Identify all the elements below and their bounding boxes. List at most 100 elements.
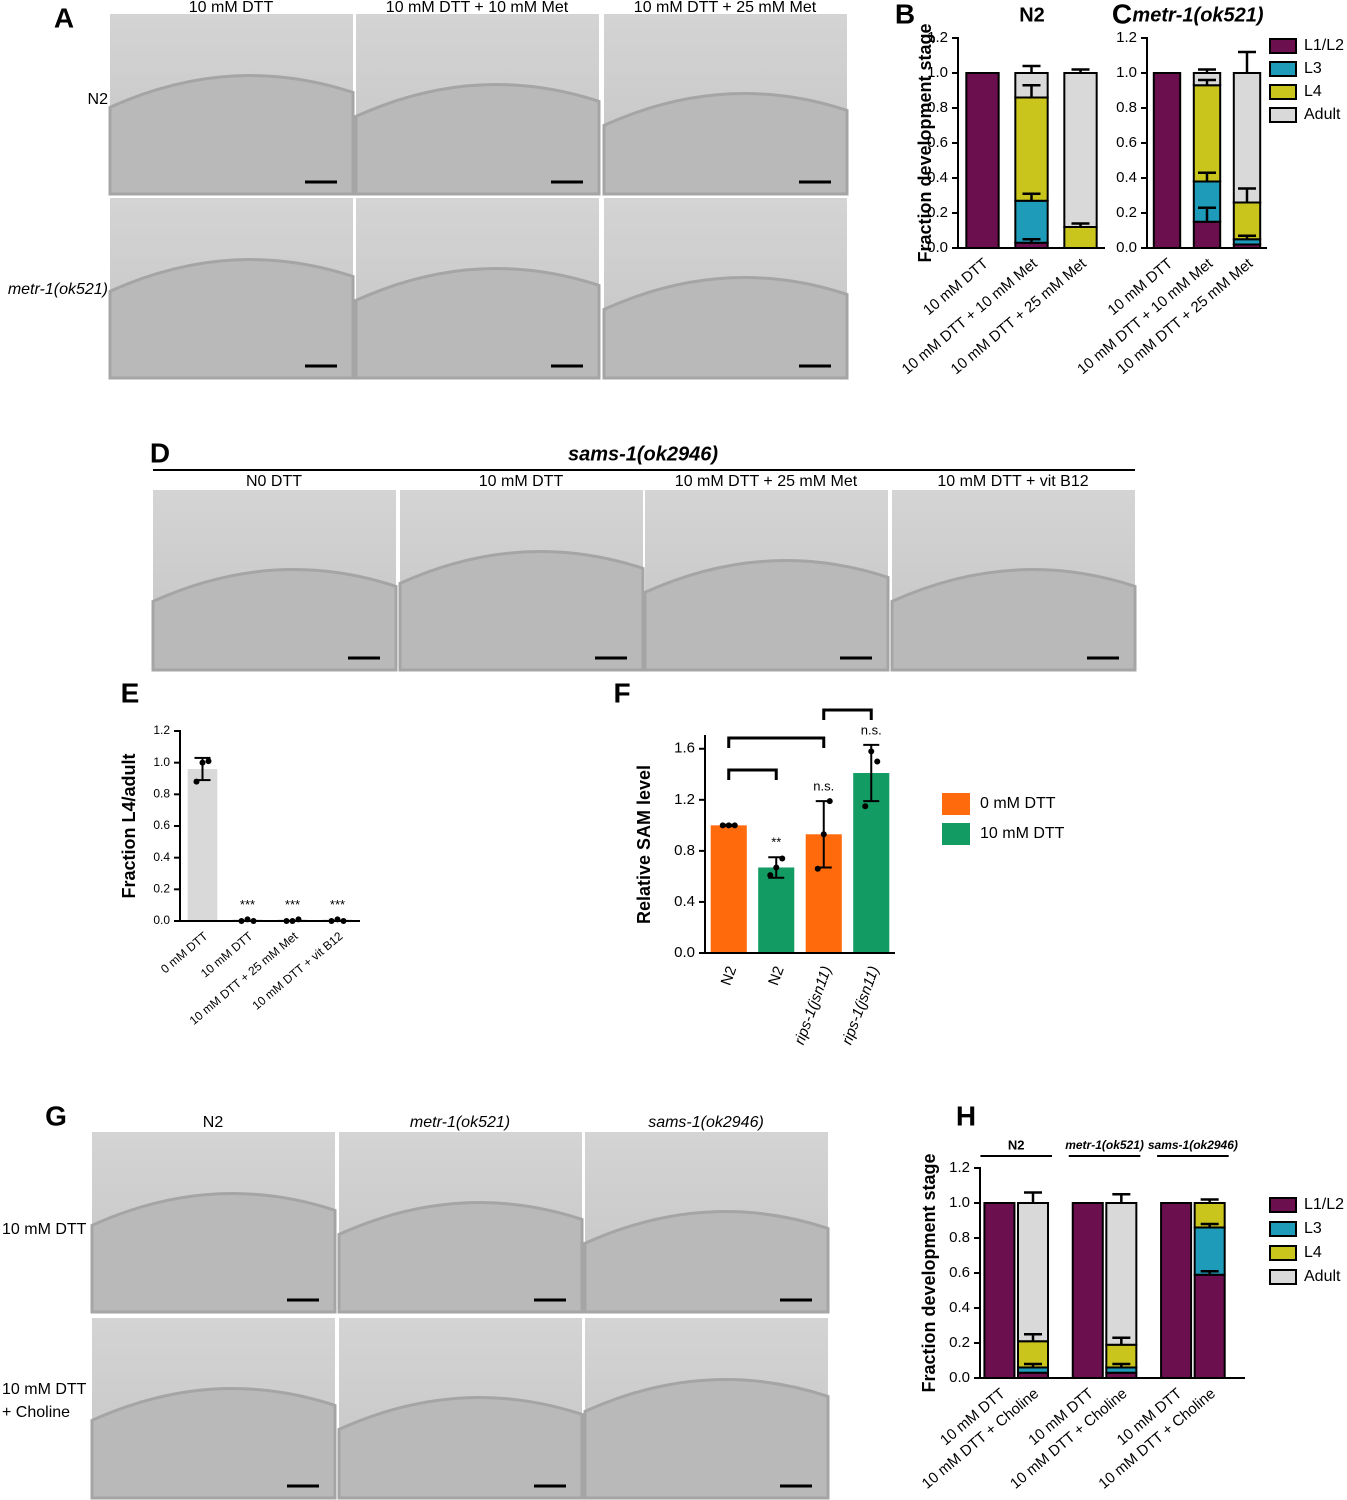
bar xyxy=(853,773,890,953)
lawn xyxy=(108,74,355,196)
data-point xyxy=(767,872,774,879)
legend-swatch xyxy=(1269,61,1297,77)
y-tick-label: 0.4 xyxy=(927,169,948,186)
group-label: N2 xyxy=(1008,1137,1025,1152)
legend-label: Adult xyxy=(1304,106,1341,123)
data-point xyxy=(773,864,780,871)
y-tick-label: 0.4 xyxy=(949,1299,970,1316)
bar-segment xyxy=(1232,201,1262,241)
row-label: metr-1(ok521) xyxy=(8,281,108,298)
lawn xyxy=(602,276,849,380)
y-tick-label: 0.8 xyxy=(1116,99,1137,116)
panel-title: sams-1(ok2946) xyxy=(568,443,718,465)
legend-swatch xyxy=(942,823,970,845)
significance: n.s. xyxy=(861,722,882,737)
data-point xyxy=(731,822,738,829)
legend-label: Adult xyxy=(1304,1268,1341,1285)
legend-swatch xyxy=(1269,1197,1297,1213)
column-label: N0 DTT xyxy=(246,473,302,490)
lawn xyxy=(398,550,645,672)
bar-segment xyxy=(1193,1273,1226,1379)
bar-segment xyxy=(1152,72,1182,249)
significance: n.s. xyxy=(813,779,834,794)
y-tick-label: 1.0 xyxy=(949,1194,970,1211)
column-label: 10 mM DTT xyxy=(189,0,274,16)
legend-swatch xyxy=(1269,1221,1297,1237)
lawn xyxy=(583,1378,830,1500)
bar-segment xyxy=(1071,1202,1104,1379)
comparison-bracket xyxy=(727,736,826,748)
legend-swatch xyxy=(1269,38,1297,54)
significance: *** xyxy=(330,897,345,912)
y-tick-label: 0.0 xyxy=(153,913,170,927)
y-tick-label: 0.8 xyxy=(674,842,695,859)
bar-segment xyxy=(983,1202,1016,1379)
data-point xyxy=(814,865,821,872)
row-label: 10 mM DTT + Choline xyxy=(2,1381,87,1421)
legend-swatch xyxy=(1269,1245,1297,1261)
y-tick-label: 1.0 xyxy=(1116,64,1137,81)
panel-letter: C xyxy=(1112,0,1132,29)
chart-title: N2 xyxy=(1019,4,1045,26)
lawn xyxy=(108,258,355,380)
row-label: N2 xyxy=(88,91,109,108)
bar-segment xyxy=(1232,72,1262,204)
legend-swatch xyxy=(942,793,970,815)
data-point xyxy=(826,798,833,805)
y-tick-label: 0.0 xyxy=(1116,239,1137,256)
lawn xyxy=(337,1396,584,1500)
column-label: 10 mM DTT + 25 mM Met xyxy=(675,473,858,490)
column-label: 10 mM DTT + 10 mM Met xyxy=(386,0,569,16)
y-tick-label: 0.4 xyxy=(674,893,695,910)
legend-swatch xyxy=(1269,107,1297,123)
y-tick-label: 1.2 xyxy=(949,1159,970,1176)
y-tick-label: 1.2 xyxy=(153,723,170,737)
column-label: 10 mM DTT xyxy=(479,473,564,490)
y-tick-label: 1.2 xyxy=(927,29,948,46)
group-label: metr-1(ok521) xyxy=(1065,1138,1144,1152)
lawn xyxy=(90,1192,337,1314)
y-axis-label: Fraction development stage xyxy=(919,1153,939,1392)
y-tick-label: 0.0 xyxy=(927,239,948,256)
panel-letter: F xyxy=(613,677,630,708)
y-tick-label: 0.8 xyxy=(153,787,170,801)
data-point xyxy=(868,748,875,755)
y-tick-label: 1.2 xyxy=(1116,29,1137,46)
legend-label: L1/L2 xyxy=(1304,1196,1344,1213)
comparison-bracket xyxy=(727,768,778,780)
legend-label: L3 xyxy=(1304,60,1322,77)
panel-letter: E xyxy=(121,677,140,708)
bar-segment xyxy=(1063,72,1098,228)
bar-segment xyxy=(1192,84,1222,183)
data-point xyxy=(193,778,200,785)
column-label: N2 xyxy=(203,1114,224,1131)
y-tick-label: 0.6 xyxy=(949,1264,970,1281)
legend-label: L4 xyxy=(1304,83,1322,100)
bar xyxy=(758,867,795,953)
group-label: sams-1(ok2946) xyxy=(1148,1138,1238,1152)
data-point xyxy=(719,822,726,829)
lawn xyxy=(890,568,1137,672)
comparison-bracket xyxy=(822,708,873,720)
y-tick-label: 1.6 xyxy=(674,740,695,757)
y-axis-label: Relative SAM level xyxy=(634,765,654,924)
chart-title: metr-1(ok521) xyxy=(1132,4,1264,26)
data-point xyxy=(820,831,827,838)
column-label: 10 mM DTT + vit B12 xyxy=(937,473,1088,490)
y-tick-label: 0.4 xyxy=(1116,169,1137,186)
column-label: 10 mM DTT + 25 mM Met xyxy=(634,0,817,16)
x-tick-label: rips-1(jsn11) xyxy=(839,964,883,1047)
y-tick-label: 0.6 xyxy=(927,134,948,151)
legend-swatch xyxy=(1269,84,1297,100)
x-tick-label: N2 xyxy=(718,964,741,988)
data-point xyxy=(779,855,786,862)
panel-letter: D xyxy=(150,437,170,468)
y-axis-label: Fraction L4/adult xyxy=(119,753,139,898)
bar xyxy=(710,825,747,953)
data-point xyxy=(862,803,869,810)
legend-label: 0 mM DTT xyxy=(980,795,1056,812)
data-point xyxy=(725,822,732,829)
column-label: sams-1(ok2946) xyxy=(648,1114,764,1131)
data-point xyxy=(199,759,206,766)
